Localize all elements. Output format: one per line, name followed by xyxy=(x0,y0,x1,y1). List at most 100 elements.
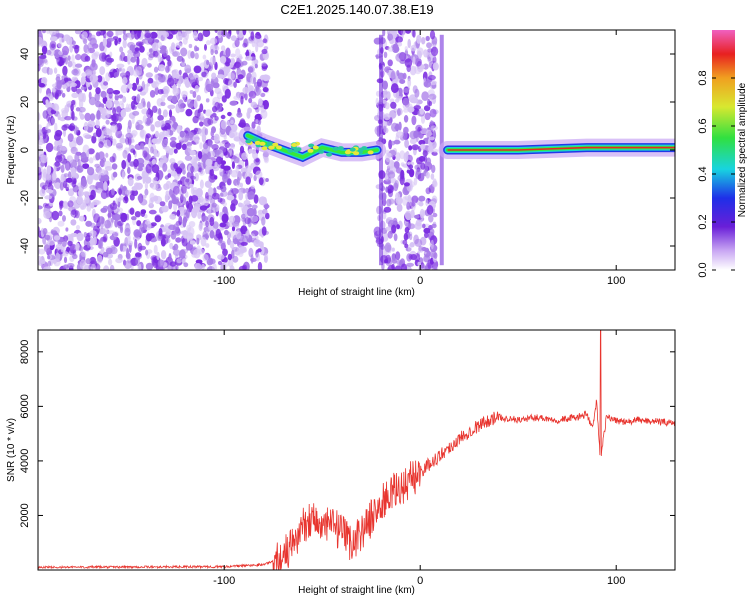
noise-dot xyxy=(168,224,177,231)
signal-blob xyxy=(367,150,374,155)
noise-dot xyxy=(115,129,123,139)
noise-dot xyxy=(48,30,57,36)
noise-speckle xyxy=(38,30,675,270)
noise-dot xyxy=(78,246,84,252)
noise-dot xyxy=(184,64,192,74)
noise-dot xyxy=(432,55,437,65)
noise-dot xyxy=(167,104,176,110)
noise-dot xyxy=(71,172,78,179)
noise-dot xyxy=(263,255,268,263)
noise-dot xyxy=(133,50,141,59)
noise-dot xyxy=(124,237,129,247)
noise-dot xyxy=(64,82,70,88)
noise-dot xyxy=(102,227,109,236)
noise-dot xyxy=(228,215,236,223)
noise-dot xyxy=(222,202,228,207)
noise-dot xyxy=(100,221,104,229)
noise-dot xyxy=(127,53,131,61)
noise-dot xyxy=(208,173,216,183)
noise-dot xyxy=(408,145,413,151)
noise-dot xyxy=(135,77,140,85)
noise-dot xyxy=(263,204,270,209)
noise-dot xyxy=(214,161,218,168)
noise-dot xyxy=(60,164,65,173)
noise-dot xyxy=(416,34,422,44)
noise-dot xyxy=(262,74,269,82)
noise-dot xyxy=(255,158,260,163)
noise-dot xyxy=(144,176,152,184)
noise-dot xyxy=(59,201,64,209)
noise-dot xyxy=(194,172,199,182)
noise-dot xyxy=(172,249,181,256)
noise-dot xyxy=(181,184,187,194)
noise-dot xyxy=(156,41,163,49)
noise-dot xyxy=(38,112,41,122)
noise-dot xyxy=(375,55,379,60)
noise-dot xyxy=(227,253,233,261)
noise-dot xyxy=(46,49,52,56)
noise-dot xyxy=(53,67,58,74)
noise-dot xyxy=(173,202,178,212)
noise-dot xyxy=(390,101,397,109)
noise-dot xyxy=(75,165,83,171)
noise-dot xyxy=(85,258,92,265)
noise-dot xyxy=(214,116,219,121)
noise-dot xyxy=(162,31,170,38)
noise-dot xyxy=(175,237,182,243)
noise-dot xyxy=(421,91,429,101)
noise-dot xyxy=(98,141,104,149)
noise-dot xyxy=(385,226,392,231)
noise-dot xyxy=(137,162,145,168)
noise-dot xyxy=(57,220,65,227)
noise-dot xyxy=(121,68,126,73)
noise-dot xyxy=(172,194,176,200)
colorbar-tick-label: 0.0 xyxy=(697,262,709,277)
noise-dot xyxy=(118,67,122,72)
noise-dot xyxy=(89,74,98,83)
noise-dot xyxy=(166,77,175,87)
noise-dot xyxy=(105,152,109,158)
noise-dot xyxy=(413,105,421,110)
noise-dot xyxy=(47,239,56,246)
noise-dot xyxy=(409,242,415,248)
noise-dot xyxy=(127,177,134,187)
noise-dot xyxy=(46,165,52,175)
noise-dot xyxy=(193,99,198,109)
noise-dot xyxy=(245,187,249,194)
noise-dot xyxy=(422,265,428,270)
noise-dot xyxy=(55,243,63,250)
noise-dot xyxy=(133,158,139,168)
noise-dot xyxy=(124,227,131,237)
noise-dot xyxy=(142,115,148,124)
noise-dot xyxy=(154,215,162,223)
noise-dot xyxy=(393,233,398,242)
noise-dot xyxy=(420,162,426,170)
noise-dot xyxy=(193,65,202,74)
noise-dot xyxy=(410,44,417,52)
noise-dot xyxy=(197,211,202,219)
noise-dot xyxy=(38,58,44,67)
y-tick-label: 0 xyxy=(19,147,31,153)
noise-dot xyxy=(188,43,193,49)
noise-dot xyxy=(120,212,128,223)
noise-dot xyxy=(404,195,410,201)
noise-dot xyxy=(403,115,409,123)
noise-dot xyxy=(207,187,214,197)
noise-dot xyxy=(254,63,258,69)
noise-dot xyxy=(396,203,403,212)
noise-dot xyxy=(115,257,123,264)
noise-dot xyxy=(151,256,157,266)
noise-dot xyxy=(149,110,154,117)
noise-dot xyxy=(425,187,431,195)
noise-dot xyxy=(95,152,101,161)
noise-dot xyxy=(387,176,392,186)
noise-dot xyxy=(130,100,135,110)
noise-dot xyxy=(193,127,199,133)
noise-dot xyxy=(382,212,387,220)
noise-dot xyxy=(194,109,201,118)
noise-dot xyxy=(409,233,413,241)
noise-dot xyxy=(74,30,82,35)
noise-dot xyxy=(242,30,247,36)
noise-dot xyxy=(407,106,415,113)
noise-dot xyxy=(71,209,76,215)
